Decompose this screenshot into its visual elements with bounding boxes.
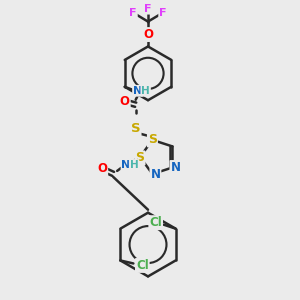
- Text: H: H: [141, 86, 150, 96]
- Text: N: N: [133, 86, 142, 96]
- Text: Cl: Cl: [136, 259, 149, 272]
- Text: O: O: [97, 162, 107, 176]
- Text: O: O: [120, 95, 130, 108]
- Text: S: S: [148, 134, 157, 146]
- Text: O: O: [143, 28, 153, 41]
- Text: N: N: [170, 161, 180, 174]
- Text: F: F: [144, 4, 152, 14]
- Text: F: F: [159, 8, 167, 18]
- Text: S: S: [136, 152, 145, 164]
- Text: N: N: [122, 160, 131, 170]
- Text: Cl: Cl: [149, 216, 162, 229]
- Text: F: F: [129, 8, 137, 18]
- Text: H: H: [130, 160, 138, 170]
- Text: S: S: [131, 122, 140, 135]
- Text: N: N: [150, 167, 161, 181]
